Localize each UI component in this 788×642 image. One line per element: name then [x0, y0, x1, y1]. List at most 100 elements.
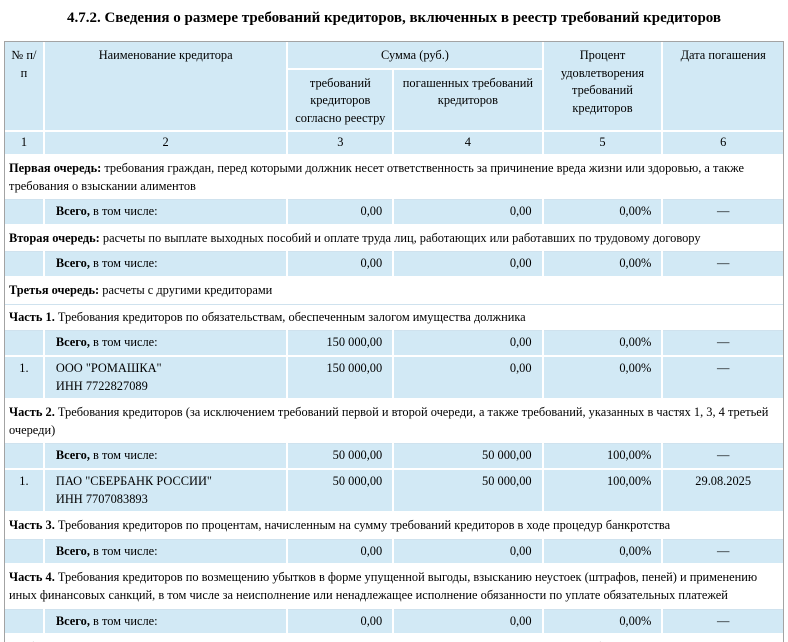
cell-repaid-sum: 50 000,00 — [393, 468, 544, 514]
section-row-part-4: Часть 4. Требования кредиторов по возмещ… — [5, 564, 783, 610]
total-row-part-2: Всего, в том числе: 50 000,00 50 000,00 … — [5, 443, 783, 470]
cell-repaid-sum: 0,00 — [393, 199, 544, 226]
column-number: 3 — [287, 131, 395, 157]
total-label-bold: Всего, — [55, 613, 90, 628]
total-label-bold: Всего, — [55, 256, 90, 271]
section-text: Часть 3. Требования кредиторов по процен… — [5, 512, 783, 540]
cell-no — [5, 539, 45, 566]
cell-registry-sum: 50 000,00 — [287, 443, 395, 470]
section-description: расчеты по выплате выходных пособий и оп… — [99, 230, 701, 245]
cell-percent: 0,00% — [542, 539, 664, 566]
section-text: Третья очередь: расчеты с другими кредит… — [5, 277, 783, 305]
cell-date: — — [662, 443, 783, 470]
creditor-name: ООО "РОМАШКА" — [55, 360, 162, 375]
section-label: Первая очередь: — [9, 161, 102, 176]
cell-repaid-sum: 0,00 — [393, 330, 544, 357]
section-label: Вторая очередь: — [9, 230, 100, 245]
section-description: требования граждан, перед которыми должн… — [9, 161, 744, 193]
total-row-first-queue: Всего, в том числе: 0,00 0,00 0,00% — — [5, 199, 783, 226]
total-label-bold: Всего, — [55, 448, 90, 463]
col-header-sum-registry: требований кредиторов согласно реестру — [287, 68, 395, 133]
section-row-part-3: Часть 3. Требования кредиторов по процен… — [5, 512, 783, 540]
section-label: Часть 3. — [9, 518, 55, 533]
cell-repaid-sum: 50 000,00 — [393, 443, 544, 470]
column-number: 2 — [43, 131, 289, 157]
cell-creditor: ПАО "СБЕРБАНК РОССИИ" ИНН 7707083893 — [43, 468, 289, 514]
total-label-bold: Всего, — [55, 543, 90, 558]
creditor-row-romashka: 1. ООО "РОМАШКА" ИНН 7722827089 150 000,0… — [5, 355, 783, 401]
cell-total-label: Всего, в том числе: — [43, 443, 289, 470]
cell-no — [5, 330, 45, 357]
cell-total-label: Всего, в том числе: — [43, 251, 289, 279]
col-header-percent: Процент удовлетворения требований кредит… — [542, 42, 664, 133]
total-label-bold: Всего, — [55, 204, 90, 219]
section-text: Часть 2. Требования кредиторов (за исклю… — [5, 399, 783, 445]
cell-repaid-sum: 0,00 — [393, 355, 544, 401]
section-row-late-claims: Требования конкурсных кредиторов и (или)… — [5, 634, 783, 642]
cell-date: — — [662, 199, 783, 226]
section-row-part-1: Часть 1. Требования кредиторов по обязат… — [5, 304, 783, 332]
col-header-sum-group: Сумма (руб.) — [287, 42, 544, 70]
cell-no — [5, 609, 45, 636]
total-label-rest: в том числе: — [89, 448, 158, 463]
cell-total-label: Всего, в том числе: — [43, 539, 289, 566]
column-numbers-row: 1 2 3 4 5 6 — [5, 131, 783, 157]
header-row-2: требований кредиторов согласно реестру п… — [5, 68, 783, 133]
cell-registry-sum: 0,00 — [287, 539, 395, 566]
col-header-sum-repaid: погашенных требований кредиторов — [393, 68, 544, 133]
column-number: 1 — [5, 131, 45, 157]
section-row-third-queue: Третья очередь: расчеты с другими кредит… — [5, 277, 783, 305]
section-description: Требования кредиторов по возмещению убыт… — [9, 570, 758, 603]
section-description: расчеты с другими кредиторами — [99, 283, 273, 298]
creditors-table-frame: № п/п Наименование кредитора Сумма (руб.… — [4, 41, 784, 642]
cell-date: — — [662, 330, 783, 357]
creditor-inn: ИНН 7722827089 — [55, 378, 148, 393]
total-row-part-4: Всего, в том числе: 0,00 0,00 0,00% — — [5, 609, 783, 636]
cell-row-number: 1. — [5, 355, 45, 401]
cell-percent: 0,00% — [542, 330, 664, 357]
total-label-rest: в том числе: — [89, 613, 158, 628]
section-label: Часть 4. — [9, 570, 55, 585]
section-text: Первая очередь: требования граждан, пере… — [5, 155, 783, 201]
cell-total-label: Всего, в том числе: — [43, 609, 289, 636]
total-row-part-3: Всего, в том числе: 0,00 0,00 0,00% — — [5, 539, 783, 566]
total-label-bold: Всего, — [55, 335, 90, 350]
total-label-rest: в том числе: — [89, 256, 158, 271]
page-title: 4.7.2. Сведения о размере требований кре… — [66, 10, 722, 26]
cell-percent: 0,00% — [542, 609, 664, 636]
total-label-rest: в том числе: — [89, 335, 158, 350]
section-label: Часть 2. — [9, 405, 55, 420]
cell-no — [5, 443, 45, 470]
section-row-second-queue: Вторая очередь: расчеты по выплате выход… — [5, 224, 783, 253]
cell-date: — — [662, 539, 783, 566]
total-row-part-1: Всего, в том числе: 150 000,00 0,00 0,00… — [5, 330, 783, 357]
section-row-part-2: Часть 2. Требования кредиторов (за исклю… — [5, 399, 783, 445]
cell-no — [5, 199, 45, 226]
cell-total-label: Всего, в том числе: — [43, 199, 289, 226]
cell-percent: 0,00% — [542, 355, 664, 401]
cell-registry-sum: 0,00 — [287, 199, 395, 226]
section-text: Вторая очередь: расчеты по выплате выход… — [5, 224, 783, 253]
total-label-rest: в том числе: — [89, 204, 158, 219]
section-description: Требования конкурсных кредиторов и (или)… — [9, 640, 766, 642]
cell-date: 29.08.2025 — [662, 468, 783, 514]
creditor-inn: ИНН 7707083893 — [55, 491, 148, 506]
cell-repaid-sum: 0,00 — [393, 539, 544, 566]
column-number: 4 — [393, 131, 544, 157]
cell-registry-sum: 150 000,00 — [287, 355, 395, 401]
section-row-first-queue: Первая очередь: требования граждан, пере… — [5, 155, 783, 201]
section-label: Часть 1. — [9, 309, 55, 324]
cell-date: — — [662, 355, 783, 401]
col-header-creditor-name: Наименование кредитора — [43, 42, 289, 133]
col-header-no: № п/п — [5, 42, 45, 133]
section-text: Требования конкурсных кредиторов и (или)… — [5, 634, 783, 642]
section-description: Требования кредиторов по процентам, начи… — [54, 518, 671, 533]
cell-percent: 0,00% — [542, 199, 664, 226]
cell-percent: 100,00% — [542, 468, 664, 514]
cell-registry-sum: 50 000,00 — [287, 468, 395, 514]
cell-no — [5, 251, 45, 279]
cell-registry-sum: 0,00 — [287, 251, 395, 279]
cell-date: — — [662, 251, 783, 279]
cell-registry-sum: 0,00 — [287, 609, 395, 636]
cell-repaid-sum: 0,00 — [393, 251, 544, 279]
